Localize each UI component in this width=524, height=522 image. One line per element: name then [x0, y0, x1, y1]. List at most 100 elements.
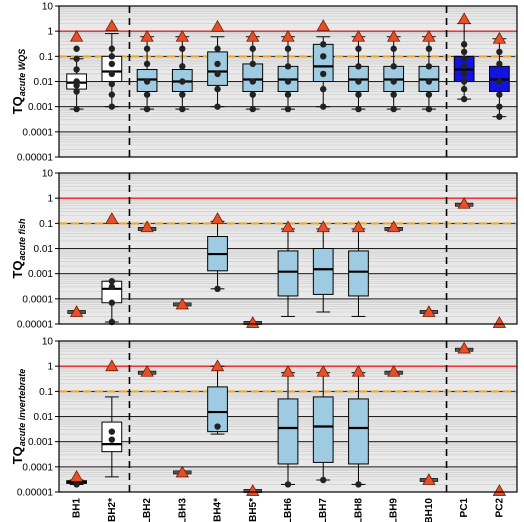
data-point — [249, 60, 256, 68]
x-category-label: PC1 — [459, 498, 470, 518]
data-point — [425, 78, 433, 85]
data-point — [460, 95, 468, 103]
max-marker — [457, 12, 471, 25]
box-lbh7 — [312, 19, 334, 110]
max-marker — [105, 359, 119, 372]
data-point — [320, 476, 327, 484]
box-lbh2 — [137, 364, 157, 377]
max-marker — [69, 29, 84, 42]
data-point — [390, 78, 397, 85]
max-marker — [175, 465, 189, 478]
data-point — [284, 105, 292, 113]
x-category-label: LBH3 — [177, 498, 188, 522]
box-lbh10 — [419, 473, 439, 485]
y-tick-label: 10 — [42, 337, 54, 348]
data-point — [320, 103, 327, 110]
x-category-label: LBH4* — [213, 498, 224, 522]
data-point — [214, 70, 221, 78]
data-point — [355, 91, 362, 98]
box-lbh3 — [173, 297, 192, 310]
box-iqr — [348, 398, 369, 465]
max-marker — [69, 305, 84, 317]
max-marker — [422, 305, 436, 317]
max-marker — [387, 364, 401, 377]
data-point — [214, 85, 221, 93]
box-pc1 — [453, 12, 475, 103]
panel-3: 10 1 0.1 0.01 0.001 0.0001 0.00001 TQacute inve… — [10, 337, 518, 499]
y-axis-label-main: TQ — [10, 96, 25, 114]
data-point — [460, 85, 468, 93]
y-tick-label: 0.1 — [39, 387, 53, 398]
max-marker — [316, 220, 330, 233]
max-marker — [281, 364, 295, 377]
data-point — [460, 63, 468, 70]
max-marker — [316, 364, 330, 377]
max-marker — [140, 220, 154, 233]
data-point — [425, 63, 433, 70]
y-tick-label: 0.0001 — [22, 462, 53, 473]
max-marker — [351, 29, 366, 42]
box-lbh4star — [207, 19, 228, 110]
max-marker — [492, 31, 507, 44]
data-point — [496, 60, 503, 68]
box-lbh10 — [418, 29, 440, 113]
data-point — [390, 105, 397, 113]
y-axis-label-main: TQ — [10, 260, 25, 278]
data-point — [179, 45, 186, 52]
box-pc2 — [492, 484, 507, 496]
data-point — [179, 105, 186, 113]
x-category-label: LBH10 — [424, 498, 435, 522]
box-pc2 — [492, 316, 507, 328]
data-point — [108, 45, 116, 52]
box-lbh7 — [312, 220, 334, 313]
y-tick-label: 0.00001 — [17, 320, 54, 331]
box-lbh8 — [348, 364, 369, 488]
y-axis-label: TQacute invertebrate — [10, 369, 27, 465]
data-point — [143, 60, 151, 68]
max-marker — [140, 29, 154, 42]
x-category-label: LBH7 — [318, 498, 329, 522]
data-point — [460, 41, 468, 48]
y-tick-label: 1 — [47, 194, 53, 205]
data-point — [496, 48, 503, 56]
data-point — [108, 299, 116, 306]
max-marker — [140, 364, 154, 377]
box-lbh2 — [136, 29, 158, 113]
data-point — [108, 436, 116, 443]
max-marker — [422, 473, 436, 485]
data-point — [284, 91, 292, 98]
data-point — [108, 53, 116, 60]
data-point — [143, 91, 151, 98]
box-lbh8 — [348, 29, 369, 113]
box-lbh10 — [419, 305, 439, 317]
y-axis-label-sub: acute fish — [17, 218, 27, 261]
y-tick-label: 10 — [42, 169, 54, 180]
data-point — [460, 48, 468, 56]
box-lbh9 — [384, 220, 403, 233]
data-point — [460, 70, 468, 78]
data-point — [320, 70, 327, 78]
plot-frame — [58, 5, 518, 158]
data-point — [108, 103, 116, 110]
max-marker — [387, 220, 401, 233]
data-point — [425, 45, 433, 52]
data-point — [284, 45, 292, 52]
box-iqr — [277, 398, 299, 465]
data-point — [108, 80, 116, 88]
max-marker — [316, 19, 330, 31]
data-point — [73, 66, 80, 73]
y-tick-label: 0.00001 — [17, 153, 54, 164]
data-point — [355, 78, 362, 85]
y-tick-label: 0.1 — [39, 52, 53, 63]
y-tick-label: 1 — [47, 362, 53, 373]
box-lbh4star — [207, 359, 228, 435]
data-point — [214, 423, 221, 430]
max-marker — [457, 196, 471, 209]
data-point — [355, 45, 362, 52]
data-point — [143, 45, 151, 52]
y-tick-label: 10 — [42, 2, 54, 13]
box-iqr — [312, 248, 334, 295]
max-marker — [246, 29, 260, 42]
data-point — [284, 63, 292, 70]
x-category-label: BH1 — [72, 498, 83, 518]
